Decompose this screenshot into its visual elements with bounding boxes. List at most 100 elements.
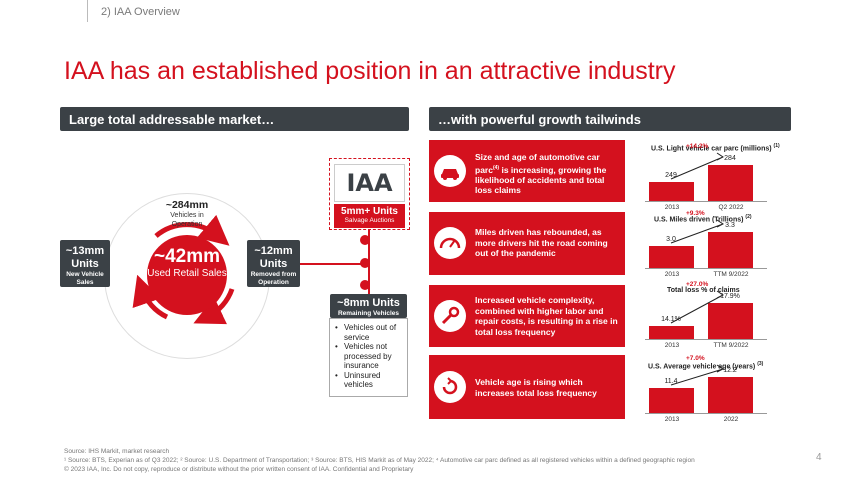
- chart-value-label: 249: [665, 172, 677, 179]
- chart-title: U.S. Average vehicle age (years) (3): [648, 361, 763, 370]
- chart-value-label: 12.2: [723, 367, 737, 374]
- footnote-marker: (2): [745, 214, 752, 220]
- remaining-vehicles-value: ~8mm Units: [337, 297, 400, 309]
- chart-title: U.S. Light vehicle car parc (millions) (…: [651, 143, 780, 152]
- chart-growth-label: +27.0%: [686, 281, 709, 288]
- tile-miles-driven-text: Miles driven has rebounded, as more driv…: [475, 227, 608, 258]
- chart-tick-label: 2013: [664, 271, 680, 278]
- age-cycle-icon: [434, 371, 466, 403]
- tile-vehicle-complexity-text: Increased vehicle complexity, combined w…: [475, 295, 618, 337]
- used-retail-sales-value: ~42mm: [153, 246, 221, 267]
- growth-arrow-icon: [670, 219, 724, 244]
- chart-tick-label: TTM 9/2022: [713, 342, 749, 349]
- tile-car-parc-text: Size and age of automotive car parc(4) i…: [475, 152, 623, 196]
- chart-title-text: Total loss % of claims: [667, 287, 740, 294]
- chart-growth-label: +9.3%: [686, 210, 705, 217]
- tile-vehicle-age-text: Vehicle age is rising which increases to…: [475, 377, 597, 398]
- growth-arrow-icon: [670, 152, 724, 180]
- connector-line: [300, 263, 362, 265]
- removed-from-operation-label: Removed from Operation: [250, 271, 297, 286]
- footnote-marker: (3): [757, 361, 764, 367]
- used-retail-sales-circle: ~42mm Used Retail Sales: [147, 235, 227, 315]
- new-vehicle-sales-box: ~13mm Units New Vehicle Sales: [60, 240, 110, 287]
- speedometer-icon: [434, 227, 466, 259]
- list-item: Vehicles out of service: [335, 323, 405, 342]
- chart-bar: [649, 246, 694, 268]
- connector-dot-bottom: [360, 280, 370, 290]
- growth-arrow-icon: [670, 364, 724, 386]
- chart-bar: [649, 388, 694, 413]
- chart-bar: [708, 303, 753, 339]
- iaa-logo: IAA: [334, 164, 405, 202]
- chart-axis: [645, 268, 767, 269]
- tile-text-part: Size and age of automotive car parc: [475, 152, 600, 175]
- new-vehicle-sales-value: ~13mm Units: [65, 245, 105, 270]
- wrench-icon: [434, 300, 466, 332]
- breadcrumb-divider: [87, 0, 88, 22]
- chart-title-text: U.S. Average vehicle age (years): [648, 363, 758, 371]
- list-item: Uninsured vehicles: [335, 371, 405, 390]
- chart-value-label: 17.9%: [720, 293, 740, 300]
- vehicles-in-operation-label: ~284mm Vehicles in Operation: [156, 199, 218, 229]
- chart-axis: [645, 339, 767, 340]
- salvage-auctions-value: 5mm+ Units: [341, 206, 398, 217]
- chart-title: U.S. Miles driven (Trillions) (2): [654, 214, 752, 223]
- footnote-marker: (1): [773, 143, 780, 149]
- remaining-vehicles-box: ~8mm Units Remaining Vehicles: [330, 294, 407, 318]
- connector-dot-top: [360, 235, 370, 245]
- chart-tick-label: 2013: [664, 342, 680, 349]
- tile-car-parc: Size and age of automotive car parc(4) i…: [429, 140, 625, 202]
- chart-tick-label: Q2 2022: [718, 204, 744, 211]
- removed-from-operation-box: ~12mm Units Removed from Operation: [247, 240, 300, 287]
- chart-title: Total loss % of claims: [667, 287, 740, 294]
- remaining-vehicles-label: Remaining Vehicles: [337, 310, 400, 317]
- salvage-dashed-frame: [329, 158, 410, 230]
- tile-text-part: is increasing, growing the likelihood of…: [475, 164, 607, 196]
- used-retail-sales-label: Used Retail Sales: [147, 268, 227, 279]
- breadcrumb: 2) IAA Overview: [101, 6, 180, 18]
- chart-bar: [649, 326, 694, 339]
- chart-value-label: 3.0: [666, 236, 676, 243]
- chart-value-label: 284: [724, 155, 736, 162]
- footnote-marker: (4): [492, 164, 500, 171]
- chart-tick-label: TTM 9/2022: [713, 271, 749, 278]
- page-number: 4: [816, 452, 822, 463]
- salvage-auctions-label: Salvage Auctions: [344, 217, 395, 224]
- chart-axis: [645, 201, 767, 202]
- chart-growth-label: +14.2%: [686, 143, 709, 150]
- chart-bar: [649, 182, 694, 201]
- chart-title-text: U.S. Miles driven (Trillions): [654, 216, 746, 224]
- tile-vehicle-age: Vehicle age is rising which increases to…: [429, 355, 625, 419]
- chart-value-label: 14.1%: [661, 316, 681, 323]
- chart-value-label: 11.4: [664, 378, 678, 385]
- car-crash-icon: [434, 155, 466, 187]
- page-title: IAA has an established position in an at…: [64, 57, 676, 85]
- remaining-vehicles-list: Vehicles out of service Vehicles not pro…: [329, 318, 408, 397]
- vehicles-in-operation-value: ~284mm: [165, 199, 209, 211]
- chart-value-label: 3.3: [725, 222, 735, 229]
- salvage-auctions-box: 5mm+ Units Salvage Auctions: [334, 204, 405, 228]
- right-section-banner: …with powerful growth tailwinds: [429, 107, 791, 131]
- chart-tick-label: 2013: [664, 204, 680, 211]
- vehicles-in-operation-text: Vehicles in Operation: [170, 212, 204, 228]
- connector-dot-mid: [360, 258, 370, 268]
- new-vehicle-sales-label: New Vehicle Sales: [66, 271, 104, 286]
- list-item: Vehicles not processed by insurance: [335, 342, 405, 371]
- chart-bar: [708, 377, 753, 413]
- footer-source: Source: IHS Markit, market research: [64, 448, 170, 455]
- chart-growth-label: +7.0%: [686, 355, 705, 362]
- chart-bar: [708, 165, 753, 201]
- chart-tick-label: 2013: [664, 416, 680, 423]
- chart-axis: [645, 413, 767, 414]
- footer-copyright: © 2023 IAA, Inc. Do not copy, reproduce …: [64, 466, 414, 473]
- left-section-banner: Large total addressable market…: [60, 107, 409, 131]
- removed-from-operation-value: ~12mm Units: [254, 245, 293, 270]
- chart-title-text: U.S. Light vehicle car parc (millions): [651, 145, 774, 153]
- footer-notes: ¹ Source: BTS, Experian as of Q3 2022; ²…: [64, 457, 695, 464]
- chart-tick-label: 2022: [723, 416, 739, 423]
- chart-bar: [708, 232, 753, 268]
- tile-vehicle-complexity: Increased vehicle complexity, combined w…: [429, 285, 625, 347]
- cycle-arrows-icon: [132, 214, 235, 325]
- growth-arrow-icon: [670, 290, 724, 324]
- tile-miles-driven: Miles driven has rebounded, as more driv…: [429, 212, 625, 275]
